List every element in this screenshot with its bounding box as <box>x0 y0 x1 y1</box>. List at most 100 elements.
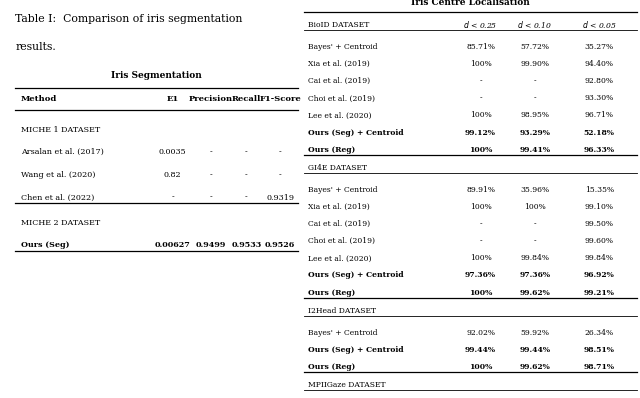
Text: -: - <box>534 94 536 102</box>
Text: 99.90%: 99.90% <box>520 60 549 68</box>
Text: 35.27%: 35.27% <box>585 43 614 51</box>
Text: -: - <box>534 77 536 85</box>
Text: Xia et al. (2019): Xia et al. (2019) <box>308 203 369 211</box>
Text: -: - <box>534 220 536 228</box>
Text: 89.91%: 89.91% <box>466 186 495 194</box>
Text: Wang et al. (2020): Wang et al. (2020) <box>21 171 95 179</box>
Text: Cai et al. (2019): Cai et al. (2019) <box>308 77 370 85</box>
Text: $d$ < 0.25: $d$ < 0.25 <box>463 19 498 30</box>
Text: 100%: 100% <box>470 254 492 262</box>
Text: Choi et al. (2019): Choi et al. (2019) <box>308 94 374 102</box>
Text: Cai et al. (2019): Cai et al. (2019) <box>308 220 370 228</box>
Text: -: - <box>479 220 482 228</box>
Text: 92.02%: 92.02% <box>466 329 495 337</box>
Text: 57.72%: 57.72% <box>520 43 549 51</box>
Text: -: - <box>172 193 174 202</box>
Text: 99.84%: 99.84% <box>585 254 614 262</box>
Text: Precision: Precision <box>189 95 233 103</box>
Text: MICHE 1 DATASET: MICHE 1 DATASET <box>21 125 100 134</box>
Text: 96.33%: 96.33% <box>584 146 615 154</box>
Text: Iris Segmentation: Iris Segmentation <box>111 71 202 80</box>
Text: Ours (Reg): Ours (Reg) <box>308 146 355 154</box>
Text: -: - <box>210 171 212 179</box>
Text: 0.9533: 0.9533 <box>231 241 262 249</box>
Text: 0.82: 0.82 <box>164 171 182 179</box>
Text: 98.95%: 98.95% <box>520 111 549 119</box>
Text: 99.50%: 99.50% <box>585 220 614 228</box>
Text: Bayes' + Centroid: Bayes' + Centroid <box>308 329 377 337</box>
Text: 100%: 100% <box>469 363 492 371</box>
Text: Table I:  Comparison of iris segmentation: Table I: Comparison of iris segmentation <box>15 14 243 24</box>
Text: -: - <box>279 148 282 156</box>
Text: $d$ < 0.10: $d$ < 0.10 <box>518 19 552 30</box>
Text: 99.60%: 99.60% <box>585 237 614 245</box>
Text: Ours (Reg): Ours (Reg) <box>308 289 355 297</box>
Text: 85.71%: 85.71% <box>466 43 495 51</box>
Text: 100%: 100% <box>524 203 546 211</box>
Text: 99.84%: 99.84% <box>520 254 549 262</box>
Text: Bayes' + Centroid: Bayes' + Centroid <box>308 186 377 194</box>
Text: 0.9526: 0.9526 <box>265 241 295 249</box>
Text: 99.44%: 99.44% <box>519 346 550 354</box>
Text: 99.21%: 99.21% <box>584 289 615 297</box>
Text: 98.51%: 98.51% <box>584 346 615 354</box>
Text: 96.92%: 96.92% <box>584 271 615 279</box>
Text: Chen et al. (2022): Chen et al. (2022) <box>21 193 95 202</box>
Text: -: - <box>534 237 536 245</box>
Text: 92.80%: 92.80% <box>585 77 614 85</box>
Text: Recall: Recall <box>232 95 261 103</box>
Text: Ours (Seg): Ours (Seg) <box>21 241 70 249</box>
Text: -: - <box>479 237 482 245</box>
Text: Choi et al. (2019): Choi et al. (2019) <box>308 237 374 245</box>
Text: -: - <box>279 171 282 179</box>
Text: BioID DATASET: BioID DATASET <box>308 21 369 29</box>
Text: results.: results. <box>15 42 56 52</box>
Text: 99.41%: 99.41% <box>519 146 550 154</box>
Text: -: - <box>210 193 212 202</box>
Text: 99.62%: 99.62% <box>520 289 550 297</box>
Text: GI4E DATASET: GI4E DATASET <box>308 164 367 172</box>
Text: 100%: 100% <box>470 203 492 211</box>
Text: 93.29%: 93.29% <box>519 129 550 137</box>
Text: F1-Score: F1-Score <box>259 95 301 103</box>
Text: 100%: 100% <box>469 146 492 154</box>
Text: 98.71%: 98.71% <box>584 363 615 371</box>
Text: 93.30%: 93.30% <box>585 94 614 102</box>
Text: 99.12%: 99.12% <box>465 129 496 137</box>
Text: 97.36%: 97.36% <box>465 271 496 279</box>
Text: Ours (Seg) + Centroid: Ours (Seg) + Centroid <box>308 346 403 354</box>
Text: MICHE 2 DATASET: MICHE 2 DATASET <box>21 219 100 226</box>
Text: 99.10%: 99.10% <box>585 203 614 211</box>
Text: 100%: 100% <box>469 289 492 297</box>
Text: 15.35%: 15.35% <box>585 186 614 194</box>
Text: MPIIGaze DATASET: MPIIGaze DATASET <box>308 381 385 389</box>
Text: -: - <box>245 148 248 156</box>
Text: 0.9499: 0.9499 <box>196 241 226 249</box>
Text: Lee et al. (2020): Lee et al. (2020) <box>308 254 371 262</box>
Text: 99.62%: 99.62% <box>520 363 550 371</box>
Text: Bayes' + Centroid: Bayes' + Centroid <box>308 43 377 51</box>
Text: Ours (Seg) + Centroid: Ours (Seg) + Centroid <box>308 129 403 137</box>
Text: 35.96%: 35.96% <box>520 186 549 194</box>
Text: 94.40%: 94.40% <box>585 60 614 68</box>
Text: Ours (Reg): Ours (Reg) <box>308 363 355 371</box>
Text: 0.00627: 0.00627 <box>155 241 191 249</box>
Text: Method: Method <box>21 95 58 103</box>
Text: Iris Centre Localisation: Iris Centre Localisation <box>411 0 530 7</box>
Text: 99.44%: 99.44% <box>465 346 496 354</box>
Text: 0.9319: 0.9319 <box>266 193 294 202</box>
Text: 100%: 100% <box>470 111 492 119</box>
Text: -: - <box>245 193 248 202</box>
Text: 97.36%: 97.36% <box>519 271 550 279</box>
Text: -: - <box>245 171 248 179</box>
Text: Xia et al. (2019): Xia et al. (2019) <box>308 60 369 68</box>
Text: -: - <box>210 148 212 156</box>
Text: Lee et al. (2020): Lee et al. (2020) <box>308 111 371 119</box>
Text: 0.0035: 0.0035 <box>159 148 186 156</box>
Text: 100%: 100% <box>470 60 492 68</box>
Text: E1: E1 <box>166 95 179 103</box>
Text: 26.34%: 26.34% <box>585 329 614 337</box>
Text: Ours (Seg) + Centroid: Ours (Seg) + Centroid <box>308 271 403 279</box>
Text: $d$ < 0.05: $d$ < 0.05 <box>582 19 616 30</box>
Text: 52.18%: 52.18% <box>584 129 615 137</box>
